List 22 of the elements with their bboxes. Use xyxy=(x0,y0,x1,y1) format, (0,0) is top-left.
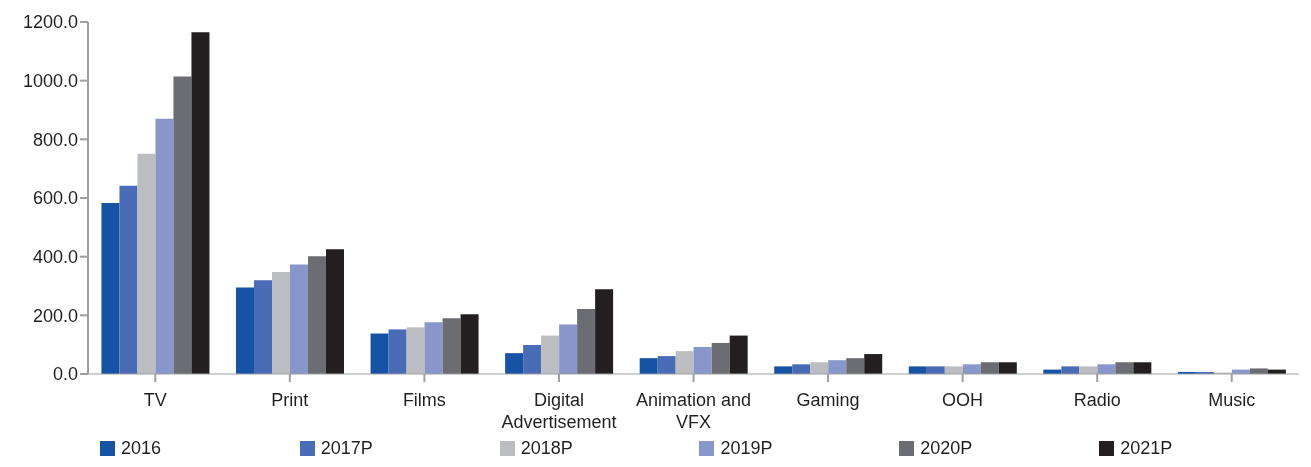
y-tick-label: 400.0 xyxy=(32,247,78,268)
legend-label: 2017P xyxy=(320,438,373,459)
y-tick-label: 200.0 xyxy=(32,305,78,326)
y-tick-label: 1000.0 xyxy=(22,71,78,92)
x-tick-label: Gaming xyxy=(796,390,860,410)
y-tick-label: 0.0 xyxy=(52,364,78,385)
y-tick-label: 600.0 xyxy=(32,188,78,209)
legend-label: 2018P xyxy=(520,438,573,459)
x-tick-label: Digital Advertisement xyxy=(501,390,617,432)
x-tick-label: Films xyxy=(402,390,446,410)
x-tick-label: OOH xyxy=(942,390,984,410)
x-tick-label: TV xyxy=(143,390,167,410)
y-tick-label: 1200.0 xyxy=(22,12,78,33)
legend-label: 2021P xyxy=(1120,438,1173,459)
x-tick-label: Music xyxy=(1208,390,1256,410)
legend-label: 2016 xyxy=(121,438,162,459)
x-tick-label: Animation and VFX xyxy=(635,390,752,432)
x-tick-label: Print xyxy=(271,390,309,410)
legend-label: 2020P xyxy=(920,438,973,459)
x-tick-label: Radio xyxy=(1073,390,1121,410)
y-tick-label: 800.0 xyxy=(32,129,78,150)
legend-label: 2019P xyxy=(720,438,773,459)
